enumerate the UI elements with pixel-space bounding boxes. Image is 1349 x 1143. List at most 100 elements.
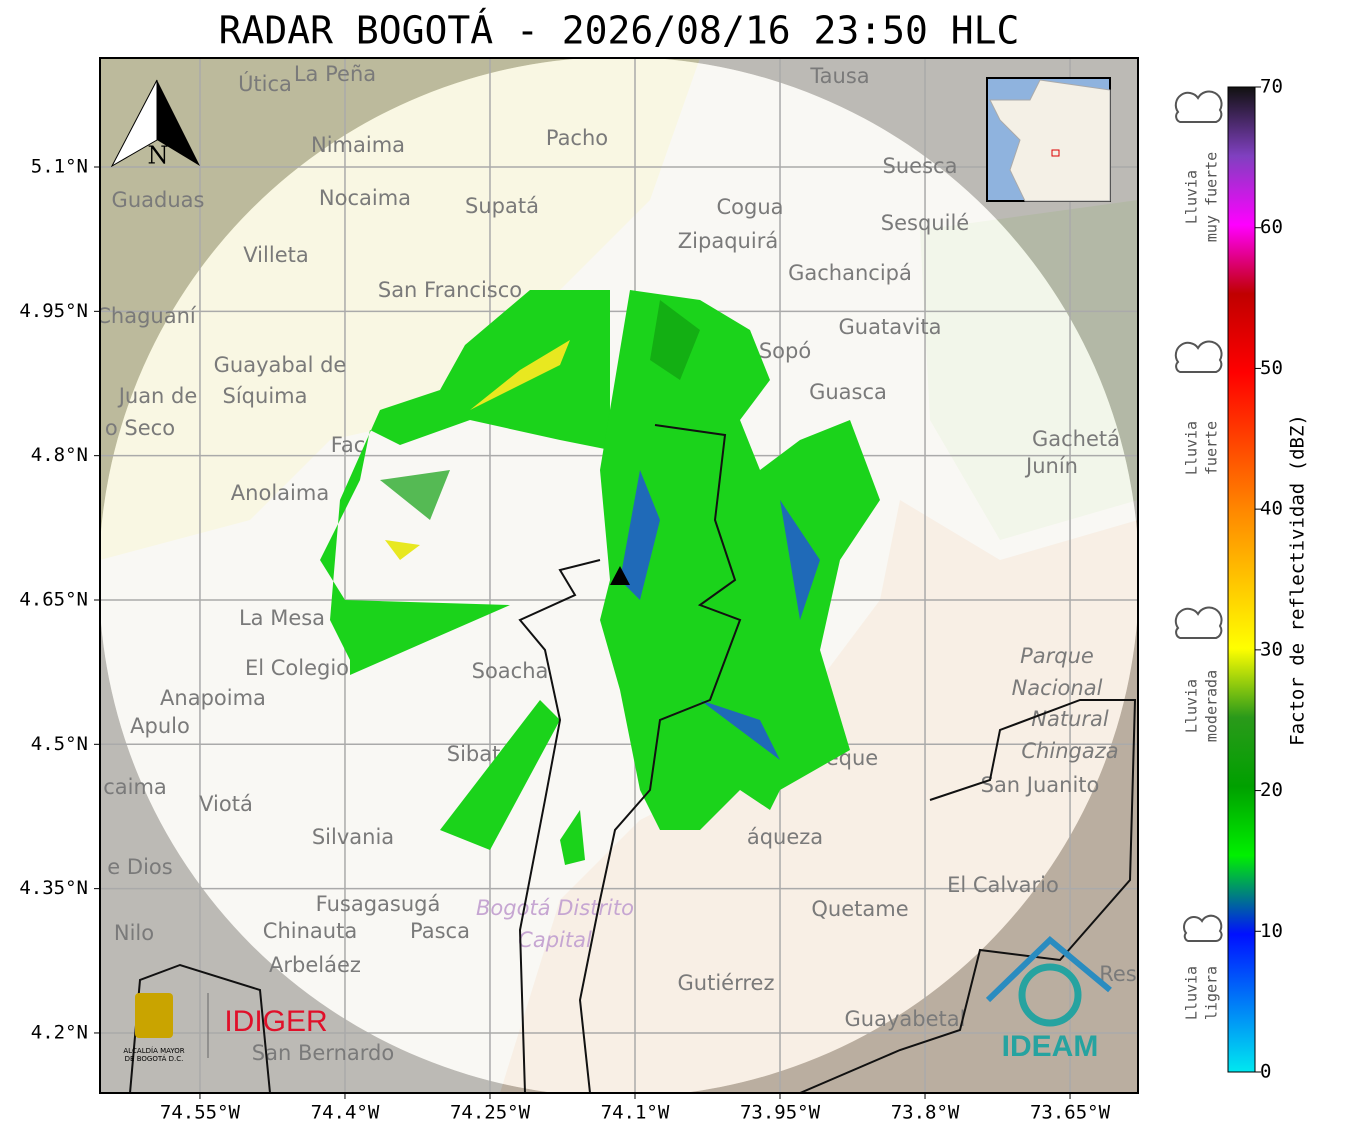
place: Gachancipá bbox=[788, 261, 912, 285]
place: Quetame bbox=[811, 897, 908, 921]
legend-label: muy fuerte bbox=[1203, 152, 1221, 242]
place: Chingaza bbox=[1021, 739, 1118, 763]
y-tick-label: 4.2°N bbox=[31, 1021, 88, 1043]
radar-echoes bbox=[320, 290, 880, 865]
legend-label: Lluvia bbox=[1183, 421, 1201, 475]
boundaries bbox=[129, 424, 1137, 1093]
place: Natural bbox=[1031, 707, 1109, 731]
place: La Mesa bbox=[239, 606, 325, 630]
place: áqueza bbox=[747, 825, 823, 849]
place: Anapoima bbox=[160, 686, 266, 710]
legend-label: ligera bbox=[1203, 966, 1221, 1020]
place: caima bbox=[103, 775, 167, 799]
colorbar-label: Factor de reflectividad (dBZ) bbox=[1287, 414, 1309, 746]
place: Sesquilé bbox=[881, 211, 969, 235]
place: San Francisco bbox=[378, 278, 522, 302]
place: Guasca bbox=[809, 380, 887, 404]
x-tick-label: 73.95°W bbox=[740, 1102, 821, 1124]
map-frame bbox=[99, 57, 1139, 1094]
places: Útica La Peña Tausa Pacho Nimaima Suesca… bbox=[96, 62, 1137, 1065]
place: Zipaquirá bbox=[678, 229, 778, 253]
colorbar-tick-label: 70 bbox=[1260, 76, 1283, 98]
place: Pasca bbox=[410, 919, 470, 943]
radar-site bbox=[610, 566, 630, 585]
legend-label: Lluvia bbox=[1183, 679, 1201, 733]
place: Cogua bbox=[716, 195, 783, 219]
place: Chaguaní bbox=[96, 304, 197, 328]
place: Tausa bbox=[809, 64, 869, 88]
place: Nimaima bbox=[311, 133, 405, 157]
map: Útica La Peña Tausa Pacho Nimaima Suesca… bbox=[96, 58, 1138, 1093]
place: Guayabal de bbox=[214, 353, 347, 377]
place: Fac bbox=[331, 433, 366, 457]
place: Chinauta bbox=[263, 919, 357, 943]
place: Bogotá Distrito bbox=[476, 896, 634, 920]
x-tick-label: 74.1°W bbox=[601, 1102, 670, 1124]
logo-text: ALCALDÍA MAYOR bbox=[123, 1046, 184, 1055]
place: Suesca bbox=[883, 154, 958, 178]
legend-label: moderada bbox=[1203, 670, 1221, 742]
place: Gachetá bbox=[1032, 427, 1120, 451]
place: Guaduas bbox=[112, 188, 205, 212]
place: San Bernardo bbox=[252, 1041, 394, 1065]
colorbar-tick-label: 0 bbox=[1260, 1061, 1271, 1083]
place: Villeta bbox=[243, 243, 308, 267]
y-tick-label: 5.1°N bbox=[31, 156, 88, 178]
place: Nilo bbox=[114, 921, 154, 945]
place: Supatá bbox=[465, 194, 539, 218]
legend-icons bbox=[1174, 90, 1223, 942]
y-tick-label: 4.95°N bbox=[19, 300, 88, 322]
y-tick-label: 4.35°N bbox=[19, 877, 88, 899]
inset-map bbox=[986, 77, 1111, 202]
north-arrow: N bbox=[110, 79, 200, 170]
colorbar-tick-label: 60 bbox=[1260, 216, 1283, 238]
colorbar-tick-label: 50 bbox=[1260, 357, 1283, 379]
place: Síquima bbox=[223, 384, 308, 408]
x-tick-label: 74.4°W bbox=[311, 1102, 380, 1124]
place: Nacional bbox=[1012, 676, 1103, 700]
place: e Dios bbox=[107, 855, 172, 879]
y-tick-label: 4.65°N bbox=[19, 588, 88, 610]
place: Capital bbox=[518, 928, 592, 952]
place: Anolaima bbox=[231, 481, 329, 505]
logo-text: IDIGER bbox=[224, 1005, 327, 1038]
north-label: N bbox=[148, 142, 169, 170]
place: Parque bbox=[1020, 644, 1094, 668]
place: Arbeláez bbox=[269, 953, 361, 977]
legend-label: fuerte bbox=[1203, 421, 1221, 475]
colorbar-tick-label: 10 bbox=[1260, 920, 1283, 942]
place: Junín bbox=[1024, 454, 1078, 478]
title: RADAR BOGOTÁ - 2026/08/16 23:50 HLC bbox=[219, 9, 1020, 53]
y-tick-label: 4.5°N bbox=[31, 733, 88, 755]
y-tick-label: 4.8°N bbox=[31, 444, 88, 466]
x-tick-label: 73.8°W bbox=[891, 1102, 960, 1124]
logo-text: IDEAM bbox=[1002, 1030, 1099, 1063]
place: Pacho bbox=[546, 126, 608, 150]
colorbar bbox=[1227, 86, 1256, 1073]
place: El Colegio bbox=[245, 656, 349, 680]
colorbar-tick-label: 30 bbox=[1260, 638, 1283, 660]
place: o Seco bbox=[105, 416, 175, 440]
x-tick-label: 73.65°W bbox=[1030, 1102, 1111, 1124]
place: Juan de bbox=[117, 384, 198, 408]
colorbar-tick-label: 20 bbox=[1260, 779, 1283, 801]
place: Gutiérrez bbox=[678, 971, 775, 995]
colorbar-tick-label: 40 bbox=[1260, 498, 1283, 520]
legend-label: Lluvia bbox=[1183, 170, 1201, 224]
place: La Peña bbox=[294, 62, 376, 86]
place: Útica bbox=[238, 71, 292, 96]
logos: ALCALDÍA MAYOR DE BOGOTÁ D.C. IDIGER IDE… bbox=[123, 935, 1112, 1063]
legend-label: Lluvia bbox=[1183, 966, 1201, 1020]
place: Viotá bbox=[199, 792, 253, 816]
place: Guayabetal bbox=[845, 1007, 966, 1031]
place: Sopó bbox=[759, 339, 811, 363]
place: Res bbox=[1099, 962, 1137, 986]
place: Nocaima bbox=[319, 186, 411, 210]
place: Fusagasugá bbox=[316, 892, 441, 916]
x-tick-label: 74.55°W bbox=[160, 1102, 241, 1124]
place: Soacha bbox=[472, 659, 549, 683]
place: Silvania bbox=[312, 825, 394, 849]
place: San Juanito bbox=[981, 773, 1100, 797]
place: El Calvario bbox=[947, 873, 1059, 897]
